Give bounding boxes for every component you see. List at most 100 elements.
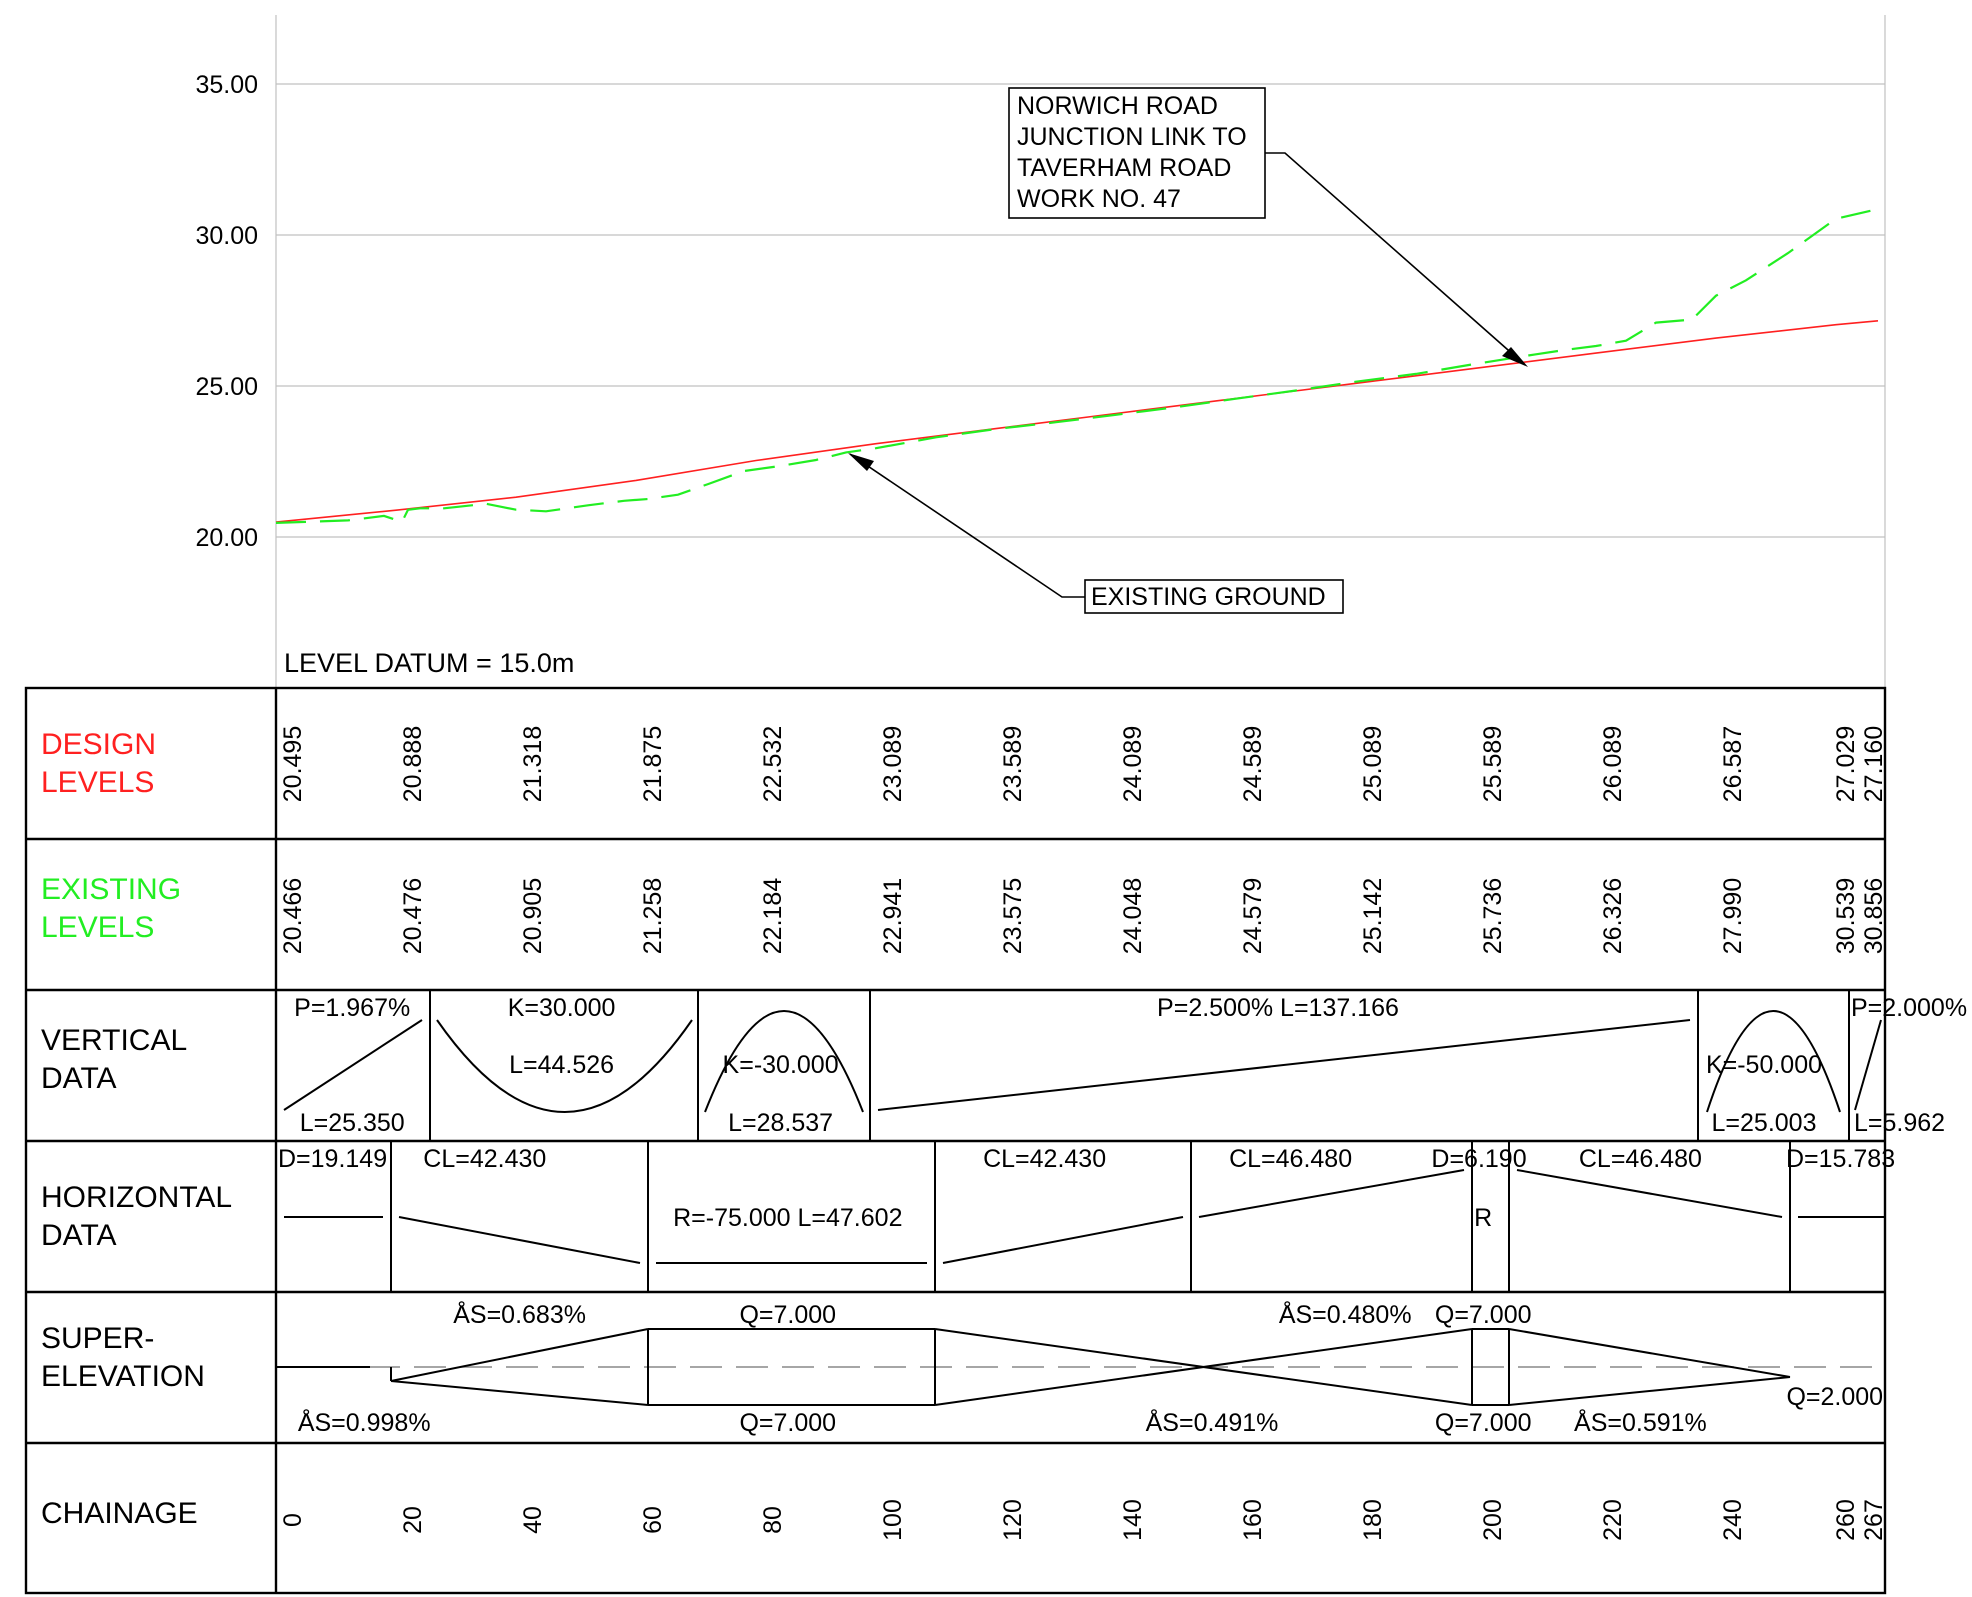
design-level-value: 22.532 — [759, 726, 787, 802]
transition-segment — [1198, 1169, 1465, 1218]
superelevation-text: Q=7.000 — [1435, 1409, 1532, 1437]
design-level-value: 26.587 — [1719, 726, 1747, 802]
existing-level-value: 30.856 — [1860, 878, 1888, 954]
existing-level-value: 24.048 — [1119, 878, 1147, 954]
horizontal-data-label: DATA — [41, 1219, 117, 1252]
level-datum-label: LEVEL DATUM = 15.0m — [284, 648, 574, 678]
existing-level-value: 22.941 — [879, 878, 907, 954]
ground-leader-line — [849, 453, 1085, 598]
superelevation-line — [390, 1380, 649, 1406]
vertical-data-text: L=25.350 — [300, 1109, 405, 1137]
data-table: DESIGN LEVELS EXISTING LEVELS VERTICAL D… — [24, 686, 1967, 1595]
superelevation-text: Q=7.000 — [1435, 1301, 1532, 1329]
chainage-value: 40 — [519, 1506, 547, 1534]
vertical-data-text: P=2.500% L=137.166 — [1157, 994, 1399, 1022]
chainage-value: 200 — [1479, 1499, 1507, 1541]
road-label-line: TAVERHAM ROAD — [1017, 154, 1231, 182]
design-level-value: 27.160 — [1860, 726, 1888, 802]
existing-levels-label: EXISTING — [41, 873, 181, 906]
chainage-value: 140 — [1119, 1499, 1147, 1541]
horizontal-data-text: D=15.783 — [1786, 1145, 1895, 1173]
chainage-value: 100 — [879, 1499, 907, 1541]
design-level-values: 20.495 20.888 21.318 21.875 22.532 23.089 23.5… — [279, 726, 1888, 802]
horizontal-data-text: R — [1474, 1204, 1492, 1232]
road-label-box — [1008, 87, 1266, 219]
profile-plot: 35.00 30.00 25.00 20.00 NORWICH ROAD JUN… — [195, 15, 1886, 688]
superelevation-text: Q=7.000 — [739, 1409, 836, 1437]
superelevation-text: ÅS=0.480% — [1279, 1299, 1412, 1329]
road-label-line: JUNCTION LINK TO — [1017, 123, 1247, 151]
existing-levels-label: LEVELS — [41, 911, 154, 944]
design-level-value: 21.875 — [639, 726, 667, 802]
design-level-line — [275, 320, 1879, 523]
existing-ground-line — [275, 208, 1879, 524]
design-level-value: 24.089 — [1119, 726, 1147, 802]
sag-curve — [436, 1019, 693, 1113]
ground-leader-arrowhead — [848, 453, 874, 471]
vertical-data-geometry — [283, 990, 1882, 1141]
design-level-value: 23.089 — [879, 726, 907, 802]
existing-level-value: 23.575 — [999, 878, 1027, 954]
design-level-value: 20.888 — [399, 726, 427, 802]
horizontal-data-text: CL=42.430 — [983, 1145, 1106, 1173]
vertical-data-label: DATA — [41, 1062, 117, 1095]
superelevation-text: Q=2.000 — [1786, 1383, 1883, 1411]
superelevation-line — [390, 1328, 649, 1382]
chainage-value: 20 — [399, 1506, 427, 1534]
vertical-data-text: L=28.537 — [728, 1109, 833, 1137]
existing-level-value: 25.142 — [1359, 878, 1387, 954]
design-level-value: 24.589 — [1239, 726, 1267, 802]
superelevation-text: ÅS=0.998% — [298, 1407, 431, 1437]
existing-level-value: 20.466 — [279, 878, 307, 954]
horizontal-data-text: D=19.149 — [278, 1145, 387, 1173]
vertical-data-text: K=-30.000 — [723, 1051, 839, 1079]
superelevation-texts: ÅS=0.683% ÅS=0.998% Q=7.000 Q=7.000 ÅS=0.480… — [298, 1299, 1883, 1437]
crest-curve — [1706, 1010, 1841, 1113]
vertical-data-text: L=44.526 — [509, 1051, 614, 1079]
superelevation-text: Q=7.000 — [739, 1301, 836, 1329]
vertical-data-text: P=2.000% — [1851, 994, 1967, 1022]
existing-level-value: 30.539 — [1832, 878, 1860, 954]
superelevation-line — [1508, 1328, 1791, 1378]
horizontal-data-texts: D=19.149 CL=42.430 R=-75.000 L=47.602 CL=42… — [278, 1145, 1895, 1232]
crest-curve — [704, 1010, 864, 1113]
design-levels-label: LEVELS — [41, 766, 154, 799]
superelevation-label: ELEVATION — [41, 1360, 205, 1393]
vertical-data-text: K=30.000 — [508, 994, 616, 1022]
horizontal-data-text: D=6.190 — [1431, 1145, 1526, 1173]
road-label-line: WORK NO. 47 — [1017, 185, 1181, 213]
chainage-value: 60 — [639, 1506, 667, 1534]
existing-level-value: 20.905 — [519, 878, 547, 954]
chainage-value: 240 — [1719, 1499, 1747, 1541]
chainage-value: 0 — [279, 1513, 307, 1527]
superelevation-label: SUPER- — [41, 1322, 154, 1355]
y-tick-label: 35.00 — [195, 71, 258, 99]
existing-level-values: 20.466 20.476 20.905 21.258 22.184 22.941 23.5… — [279, 878, 1888, 955]
y-tick-label: 30.00 — [195, 222, 258, 250]
vertical-data-text: K=-50.000 — [1706, 1051, 1822, 1079]
transition-segment — [1516, 1169, 1783, 1218]
design-level-value: 23.589 — [999, 726, 1027, 802]
ground-label-box — [1084, 579, 1344, 614]
horizontal-data-geometry — [284, 1141, 1885, 1292]
road-label-line: NORWICH ROAD — [1017, 92, 1218, 120]
existing-level-value: 22.184 — [759, 878, 787, 955]
design-level-value: 20.495 — [279, 726, 307, 802]
superelevation-line — [934, 1328, 1473, 1406]
transition-segment — [942, 1216, 1184, 1264]
design-level-value: 25.089 — [1359, 726, 1387, 802]
horizontal-data-text: R=-75.000 L=47.602 — [673, 1204, 902, 1232]
vertical-data-text: L=25.003 — [1712, 1109, 1817, 1137]
superelevation-geometry — [276, 1328, 1885, 1406]
horizontal-data-label: HORIZONTAL — [41, 1181, 232, 1214]
superelevation-text: ÅS=0.491% — [1146, 1407, 1279, 1437]
y-tick-label: 20.00 — [195, 524, 258, 552]
design-levels-label: DESIGN — [41, 728, 156, 761]
existing-level-value: 20.476 — [399, 878, 427, 954]
chainage-value: 180 — [1359, 1499, 1387, 1541]
superelevation-text: ÅS=0.591% — [1574, 1407, 1707, 1437]
road-leader-arrowhead — [1502, 347, 1528, 367]
design-level-value: 25.589 — [1479, 726, 1507, 802]
road-leader-line — [1265, 152, 1526, 366]
